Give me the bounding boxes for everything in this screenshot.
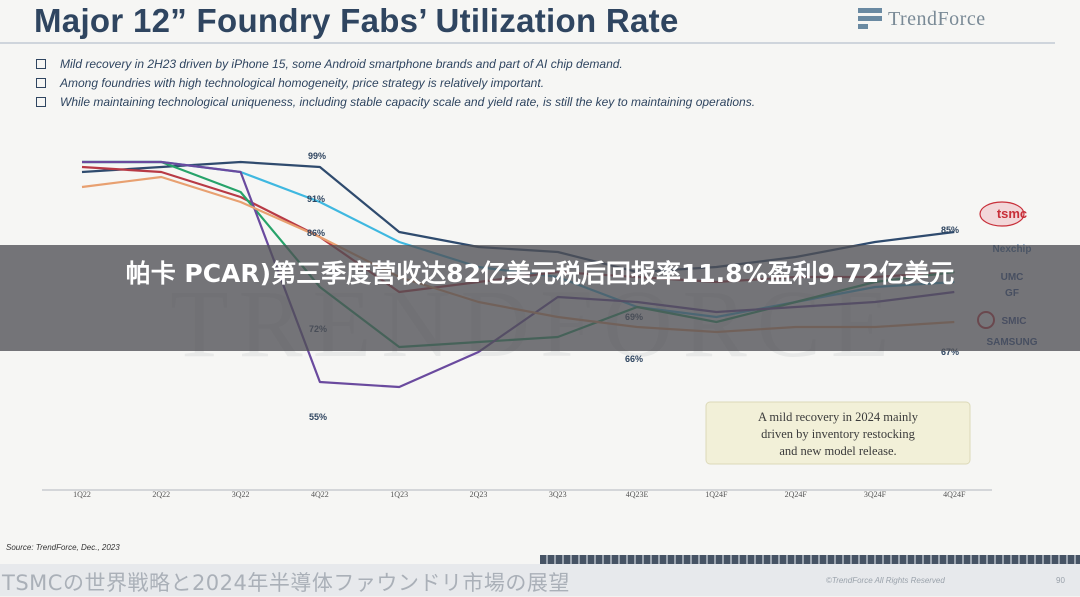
x-tick-label: 3Q22 [232,490,250,499]
footer-copyright: ©TrendForce All Rights Reserved [826,576,945,585]
x-tick-label: 3Q23 [549,490,567,499]
headline-text: 帕卡 PCAR)第三季度营收达82亿美元税后回报率11.8%盈利9.72亿美元 [125,259,955,288]
source-note: Source: TrendForce, Dec., 2023 [6,543,120,552]
x-tick-label: 2Q22 [152,490,170,499]
bullet-item: Mild recovery in 2H23 driven by iPhone 1… [36,54,755,73]
bullet-item: Among foundries with high technological … [36,73,755,92]
footer-band [0,564,1080,596]
legend-label: tsmc [997,206,1027,221]
annotation-text: and new model release. [779,444,896,458]
footer-stripe [540,555,1080,564]
headline-banner [0,245,1080,351]
trendforce-logo: TrendForce [858,6,986,32]
x-tick-label: 2Q24F [785,490,808,499]
bullet-text: While maintaining technological uniquene… [60,94,756,109]
x-tick-label: 4Q23E [626,490,649,499]
data-label: 66% [625,354,643,364]
x-tick-label: 4Q24F [943,490,966,499]
x-tick-label: 4Q22 [311,490,329,499]
tsmc-logo-icon [979,201,1025,227]
annotation-text: A mild recovery in 2024 mainly [758,410,919,424]
checkbox-icon [36,96,46,107]
bullet-list: Mild recovery in 2H23 driven by iPhone 1… [36,54,755,111]
page-number: 90 [1056,576,1065,585]
brand-name: TrendForce [888,7,986,30]
checkbox-icon [36,77,46,88]
annotation-box [705,401,971,465]
data-label: 86% [307,228,325,238]
title-divider [0,42,1055,44]
footer-title: TSMCの世界戦略と2024年半導体ファウンドリ市場の展望 [2,571,570,595]
data-label: 67% [941,347,959,357]
x-tick-label: 3Q24F [864,490,887,499]
x-tick-label: 1Q22 [73,490,91,499]
checkbox-icon [36,58,46,69]
bullet-item: While maintaining technological uniquene… [36,92,755,111]
data-label: 55% [309,412,327,422]
trendforce-logo-icon [858,8,882,30]
annotation-text: driven by inventory restocking [761,427,916,441]
slide-title: Major 12” Foundry Fabs’ Utilization Rate [34,2,679,39]
x-tick-label: 2Q23 [470,490,488,499]
bullet-text: Among foundries with high technological … [60,75,545,90]
x-tick-label: 1Q23 [390,490,408,499]
data-label: 91% [307,194,325,204]
x-tick-label: 1Q24F [705,490,728,499]
bullet-text: Mild recovery in 2H23 driven by iPhone 1… [60,56,623,71]
data-label: 85% [941,225,959,235]
data-label: 99% [308,151,326,161]
